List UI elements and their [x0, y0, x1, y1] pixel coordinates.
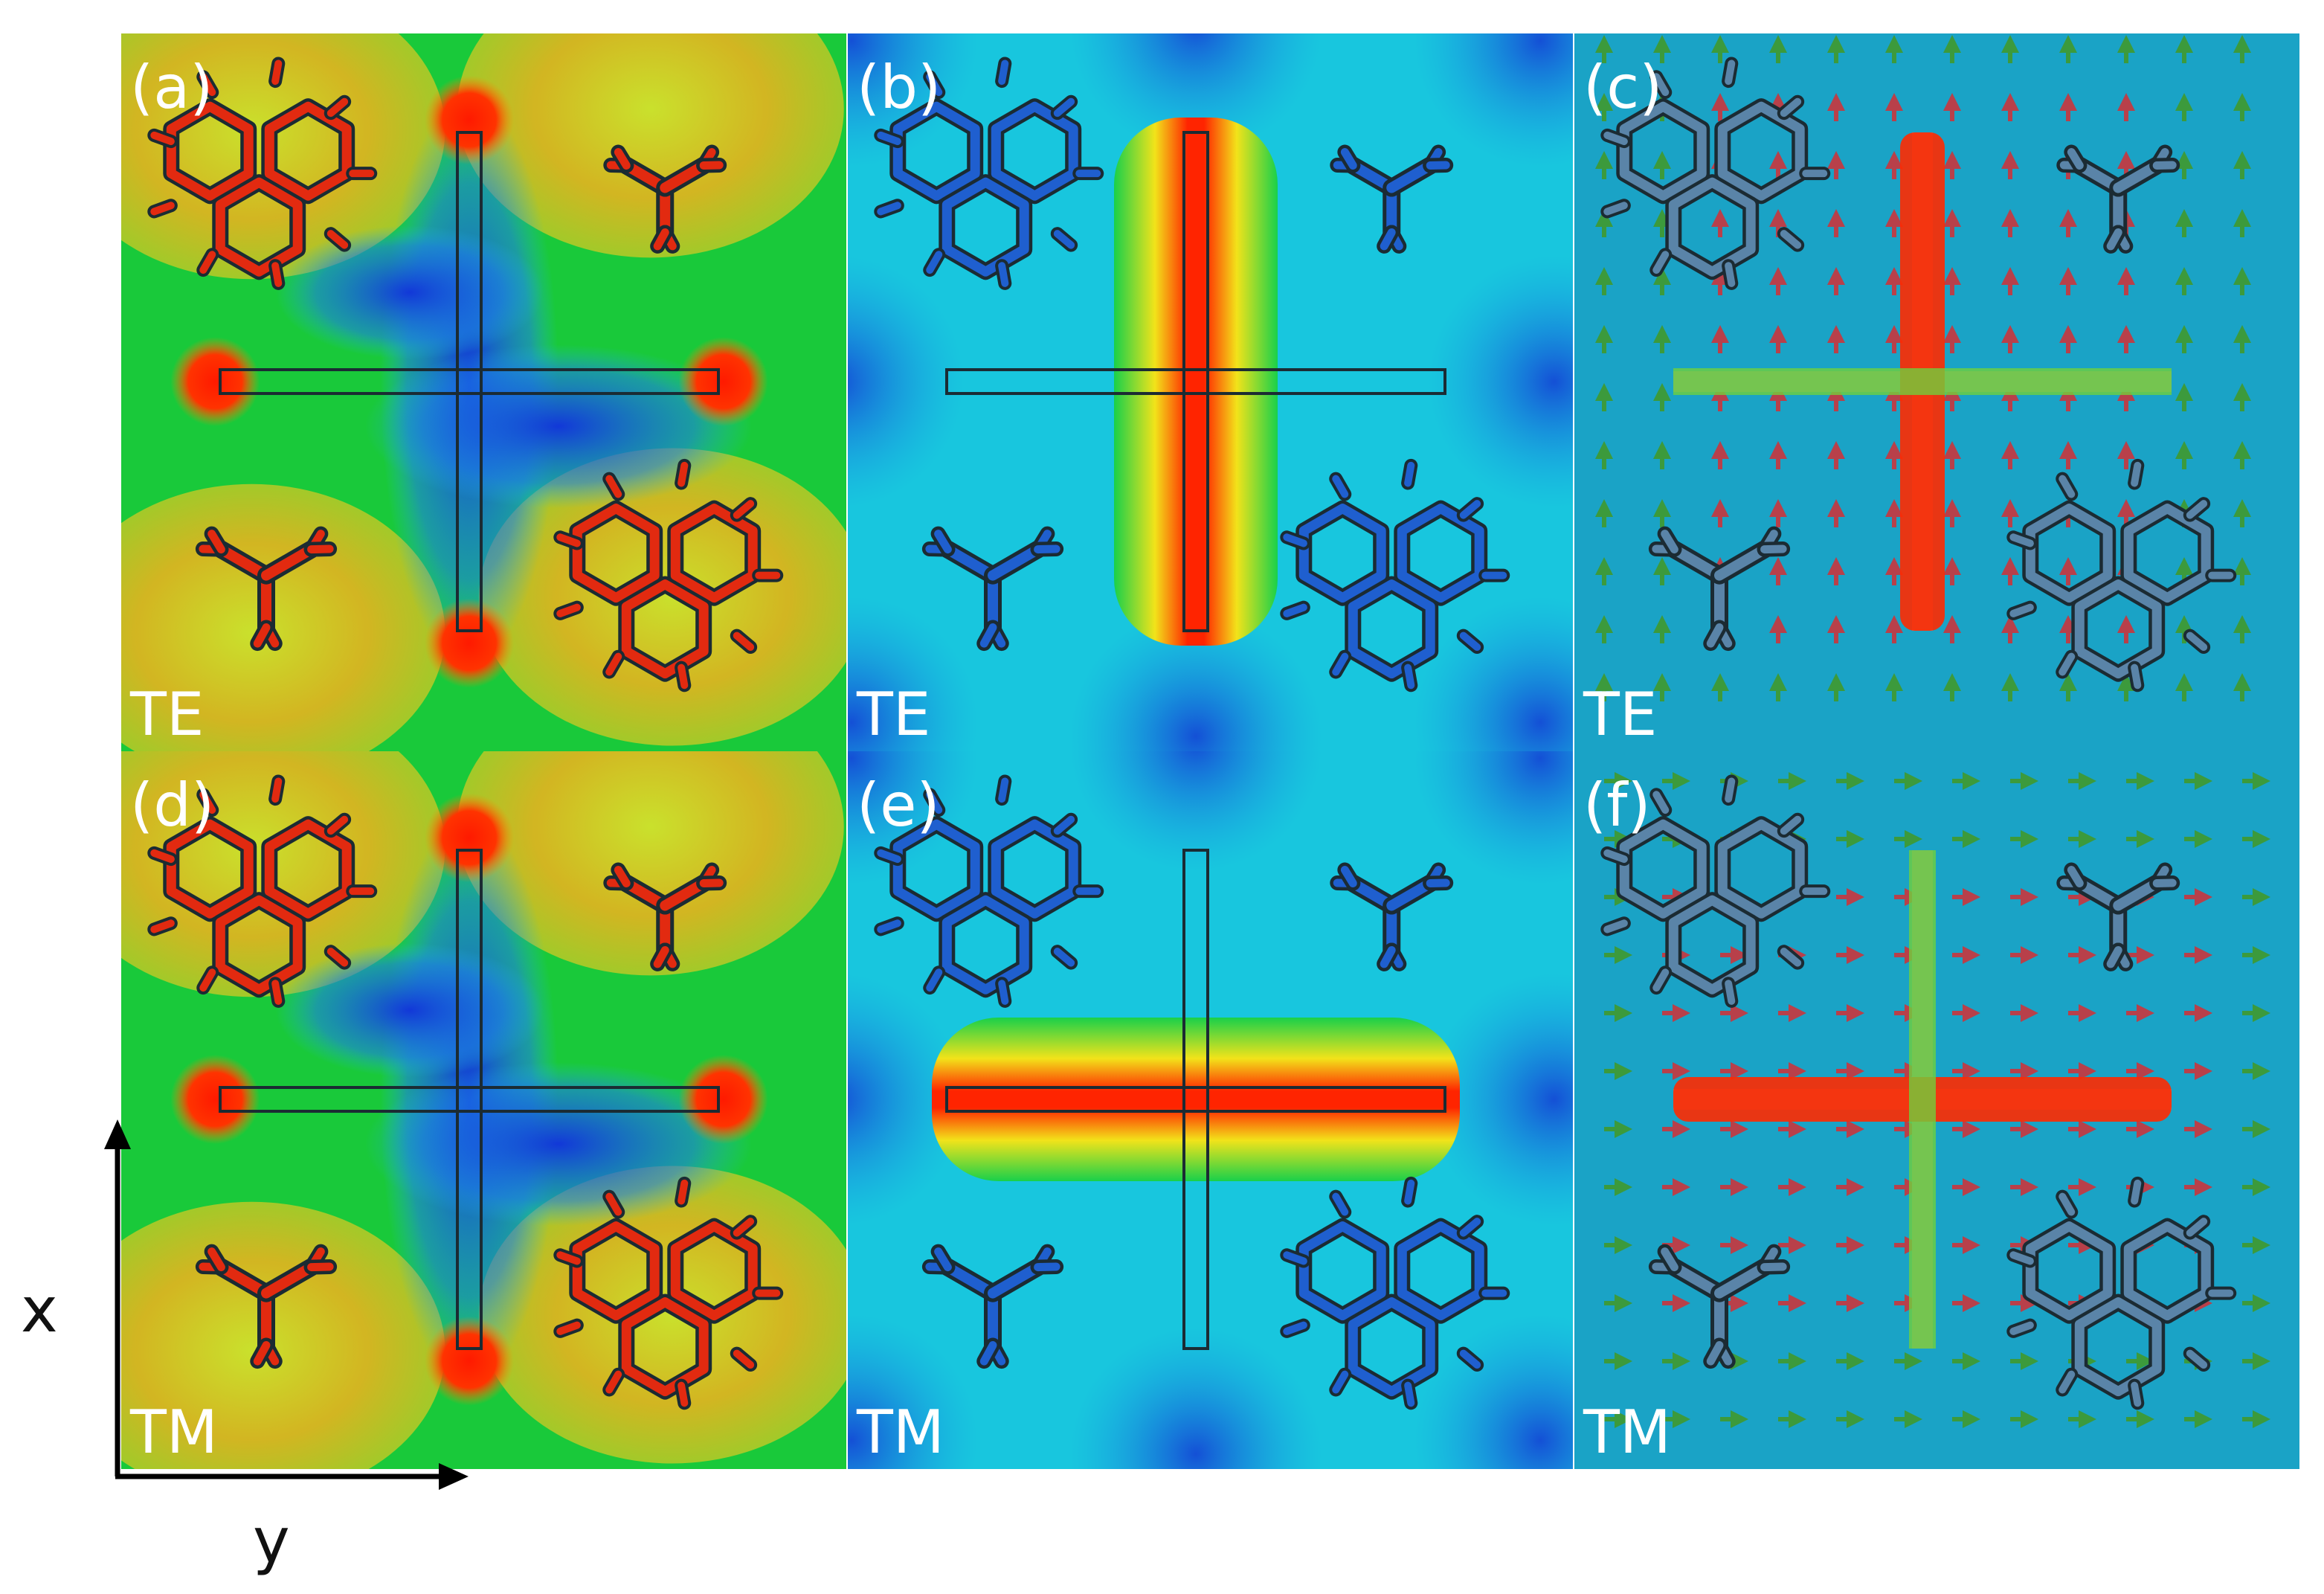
- cool-region: [1427, 973, 1573, 1226]
- mode-label: TM: [1583, 1398, 1671, 1467]
- arrow-field: [1595, 35, 2251, 701]
- mode-label: TE: [129, 680, 204, 749]
- hot-arm: [932, 1018, 1460, 1182]
- cross-arm-horizontal: [945, 368, 1446, 396]
- axes: x y: [21, 1119, 469, 1577]
- mode-label: TM: [856, 1398, 944, 1467]
- cool-region: [1414, 751, 1573, 885]
- tripod-resonator: [2056, 862, 2180, 971]
- tripod-resonator: [2056, 144, 2180, 254]
- warm-arm: [1909, 850, 1936, 1349]
- warm-region: [121, 483, 445, 751]
- cross-arm-vertical: [456, 131, 483, 633]
- cross-arm-horizontal: [219, 368, 720, 396]
- arrow-field: [1604, 772, 2270, 1428]
- tripod-resonator: [1648, 526, 1791, 652]
- y-axis-arrowhead: [439, 1463, 469, 1490]
- hotspot: [678, 1055, 768, 1145]
- hot-arm: [1114, 118, 1278, 646]
- mode-label: TE: [1583, 680, 1657, 749]
- tripod-resonator: [1330, 144, 1454, 254]
- trefoil-resonator: [1600, 774, 1831, 1008]
- trefoil-resonator: [1280, 458, 1510, 692]
- cool-region: [365, 1062, 752, 1227]
- x-axis-arrowhead: [104, 1119, 131, 1149]
- hotspot: [425, 793, 514, 883]
- trefoil-resonator: [553, 1176, 784, 1410]
- hotspot: [425, 75, 514, 165]
- hotspot: [170, 337, 260, 427]
- cross-arm-vertical: [1182, 849, 1209, 1351]
- cool-region: [1069, 1327, 1322, 1469]
- trefoil-resonator: [147, 774, 378, 1008]
- trefoil-resonator: [2006, 458, 2237, 692]
- warm-region: [457, 33, 844, 258]
- hotspot: [425, 1316, 514, 1406]
- panels: (a) TE (b) TE (c) TE (d) TM (e) TM (f) TM: [121, 33, 2299, 1469]
- trefoil-resonator: [1280, 1176, 1510, 1410]
- panel-label: (f): [1583, 771, 1651, 840]
- trefoil-resonator: [874, 57, 1104, 290]
- trefoil-resonator: [1600, 57, 1831, 290]
- mode-label: TE: [856, 680, 930, 749]
- cool-region: [848, 255, 965, 508]
- cool-region: [1427, 255, 1573, 508]
- trefoil-resonator: [147, 57, 378, 290]
- trefoil-resonator: [2006, 1176, 2237, 1410]
- warm-region: [121, 33, 445, 280]
- mode-label: TM: [129, 1398, 218, 1467]
- cool-region: [1414, 1314, 1573, 1469]
- tripod-resonator: [603, 144, 727, 254]
- cool-region: [1069, 33, 1322, 154]
- cool-region: [1414, 596, 1573, 751]
- hotspot: [678, 337, 768, 427]
- x-axis-label: x: [21, 1273, 58, 1346]
- cool-region: [1069, 751, 1322, 872]
- panel-label: (e): [857, 771, 940, 840]
- tripod-resonator: [195, 1244, 338, 1369]
- panel-f: (f) TM: [1574, 751, 2299, 1469]
- y-axis-label: y: [253, 1504, 290, 1577]
- cool-region: [848, 973, 965, 1226]
- warm-region: [121, 751, 445, 997]
- hotspot: [425, 598, 514, 688]
- tripod-resonator: [603, 862, 727, 971]
- cool-region: [1069, 609, 1322, 751]
- cross-arm-horizontal: [945, 1086, 1446, 1113]
- cool-region: [276, 943, 544, 1078]
- trefoil-resonator: [553, 458, 784, 692]
- panel-e: (e) TM: [848, 751, 1573, 1469]
- hotspot: [170, 1055, 260, 1145]
- cool-region: [1414, 33, 1573, 167]
- trefoil-resonator: [874, 774, 1104, 1008]
- warm-region: [457, 751, 844, 976]
- panel-label: (c): [1583, 53, 1662, 122]
- panel-c: (c) TE: [1574, 33, 2299, 751]
- panel-label: (a): [130, 53, 213, 122]
- cool-region: [276, 225, 544, 360]
- tripod-resonator: [1648, 1244, 1791, 1369]
- tripod-resonator: [921, 1244, 1064, 1369]
- cool-region: [848, 596, 978, 751]
- cross-arm-vertical: [1182, 131, 1209, 633]
- panel-b: (b) TE: [848, 33, 1573, 751]
- cross-arm-horizontal: [219, 1086, 720, 1113]
- panel-label: (b): [857, 53, 941, 122]
- tripod-resonator: [195, 526, 338, 652]
- cool-region: [365, 344, 752, 509]
- cool-region: [848, 1314, 978, 1469]
- tripod-resonator: [921, 526, 1064, 652]
- panel-label: (d): [130, 771, 214, 840]
- cross-arm-vertical: [456, 849, 483, 1351]
- panel-a: (a) TE: [121, 33, 846, 751]
- tripod-resonator: [1330, 862, 1454, 971]
- panel-d: (d) TM: [121, 751, 846, 1469]
- warm-arm: [1673, 368, 2172, 396]
